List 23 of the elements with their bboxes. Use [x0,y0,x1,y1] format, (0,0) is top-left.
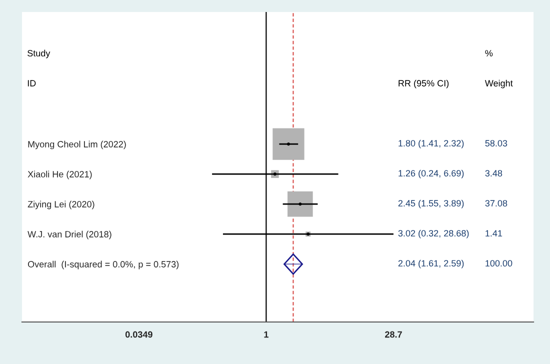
annotation: 1.80 (1.41, 2.32) [398,140,464,148]
annotation: 37.08 [485,200,508,206]
y-tick-label: Ziying Lei (2020) [28,200,94,210]
annotation: 2.45 (1.55, 3.89) [398,200,464,208]
y-tick-label: Overall (I-squared = 0.0%, p = 0.573) [28,260,179,270]
annotation: 3.02 (0.32, 28.68) [398,230,469,238]
annotation: 100.00 [486,260,512,267]
text: Weight [484,80,513,88]
annotation: 2.04 (1.61, 2.59) [398,260,464,268]
text: % [485,50,493,56]
y-tick-label: Xiaoli He (2021) [28,170,92,180]
x-tick-label: 0.0349 [125,331,152,338]
y-tick-label: W.J. van Driel (2018) [28,230,112,240]
x-tick-label: 1 [264,331,268,338]
x-tick-label: 28.7 [385,331,402,338]
annotation: 1.41 [486,230,502,236]
text: ID [28,80,36,86]
text: Study [28,50,50,58]
annotation: 1.26 (0.24, 6.69) [398,170,464,178]
annotation: 58.03 [485,140,508,146]
annotation: 3.48 [485,170,502,176]
text: RR (95% CI) [398,80,449,88]
y-tick-label: Myong Cheol Lim (2022) [28,140,126,150]
